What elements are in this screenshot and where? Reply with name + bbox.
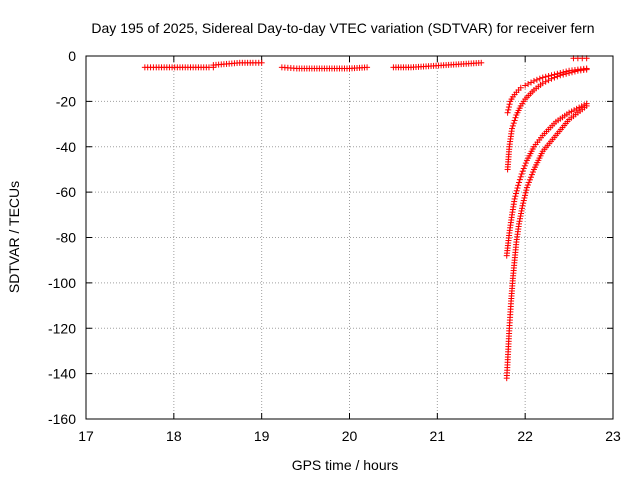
x-tick-label: 22 xyxy=(517,428,533,444)
x-tick-label: 18 xyxy=(166,428,182,444)
data-point xyxy=(542,73,549,80)
x-tick-labels: 17 18 19 20 21 22 23 xyxy=(78,428,621,444)
y-tick-label: -40 xyxy=(56,139,76,155)
data-point xyxy=(525,179,532,186)
data-point xyxy=(576,104,583,111)
data-point xyxy=(512,193,519,200)
data-point xyxy=(478,59,485,66)
data-point xyxy=(519,205,526,212)
data-point xyxy=(519,168,526,175)
data-point xyxy=(566,109,573,116)
data-point xyxy=(522,160,529,167)
data-point xyxy=(524,181,531,188)
data-point xyxy=(581,101,588,108)
data-point xyxy=(528,171,535,178)
data-point xyxy=(520,200,527,207)
data-point xyxy=(557,70,564,77)
data-point xyxy=(516,218,523,225)
data-point xyxy=(364,64,371,71)
data-point xyxy=(528,79,535,86)
data-point xyxy=(571,107,578,114)
data-point xyxy=(258,59,265,66)
data-point xyxy=(526,176,533,183)
data-point xyxy=(517,215,524,222)
data-point xyxy=(511,117,518,124)
data-point xyxy=(517,84,524,91)
data-point xyxy=(563,68,570,75)
data-point xyxy=(513,190,520,197)
data-point xyxy=(514,185,521,192)
data-point xyxy=(523,187,530,194)
data-point xyxy=(522,189,529,196)
x-axis-label: GPS time / hours xyxy=(292,457,399,473)
data-point xyxy=(517,173,524,180)
data-point xyxy=(504,109,511,116)
data-point xyxy=(517,213,524,220)
data-point xyxy=(519,202,526,209)
data-point xyxy=(511,195,518,202)
data-point xyxy=(510,120,517,127)
y-tick-label: -20 xyxy=(56,93,76,109)
data-point xyxy=(527,174,534,181)
data-point xyxy=(513,187,520,194)
data-point xyxy=(523,184,530,191)
data-point xyxy=(509,122,516,129)
data-point xyxy=(529,169,536,176)
data-point xyxy=(568,108,575,115)
data-point xyxy=(578,103,585,110)
data-points xyxy=(141,55,590,382)
data-point xyxy=(521,194,528,201)
data-point xyxy=(516,220,523,227)
data-point xyxy=(518,170,525,177)
data-point xyxy=(545,73,552,80)
data-point xyxy=(536,75,543,82)
y-tick-label: -60 xyxy=(56,184,76,200)
data-point xyxy=(554,70,561,77)
x-tick-label: 20 xyxy=(342,428,358,444)
y-tick-label: -100 xyxy=(48,275,76,291)
data-point xyxy=(506,101,513,108)
data-point xyxy=(539,74,546,81)
plot-frame xyxy=(85,55,614,420)
x-tick-label: 17 xyxy=(78,428,94,444)
data-point xyxy=(560,69,567,76)
data-point xyxy=(522,192,529,199)
grid-lines xyxy=(86,56,613,419)
y-tick-label: -120 xyxy=(48,320,76,336)
data-point xyxy=(521,162,528,169)
data-point xyxy=(515,182,522,189)
data-point xyxy=(583,100,590,107)
y-tick-labels: 0 -20 -40 -60 -80 -100 -120 -140 -160 xyxy=(48,48,76,427)
data-point xyxy=(505,106,512,113)
y-tick-label: 0 xyxy=(68,48,76,64)
data-point xyxy=(518,207,525,214)
data-point xyxy=(512,114,519,121)
y-tick-label: -160 xyxy=(48,411,76,427)
y-axis-label: SDTVAR / TECUs xyxy=(6,181,22,293)
data-point xyxy=(583,65,590,72)
y-tick-label: -140 xyxy=(48,366,76,382)
data-point xyxy=(530,77,537,84)
data-point xyxy=(508,125,515,132)
data-point xyxy=(520,165,527,172)
data-point xyxy=(573,105,580,112)
data-point xyxy=(518,210,525,217)
data-point xyxy=(520,197,527,204)
data-point xyxy=(516,179,523,186)
data-point xyxy=(505,104,512,111)
data-point xyxy=(533,76,540,83)
data-point xyxy=(548,72,555,79)
y-tick-label: -80 xyxy=(56,230,76,246)
data-point xyxy=(551,71,558,78)
x-tick-label: 23 xyxy=(605,428,621,444)
data-point xyxy=(516,176,523,183)
x-tick-label: 21 xyxy=(430,428,446,444)
chart-title: Day 195 of 2025, Sidereal Day-to-day VTE… xyxy=(91,20,594,36)
data-point xyxy=(525,80,532,87)
x-tick-label: 19 xyxy=(254,428,270,444)
